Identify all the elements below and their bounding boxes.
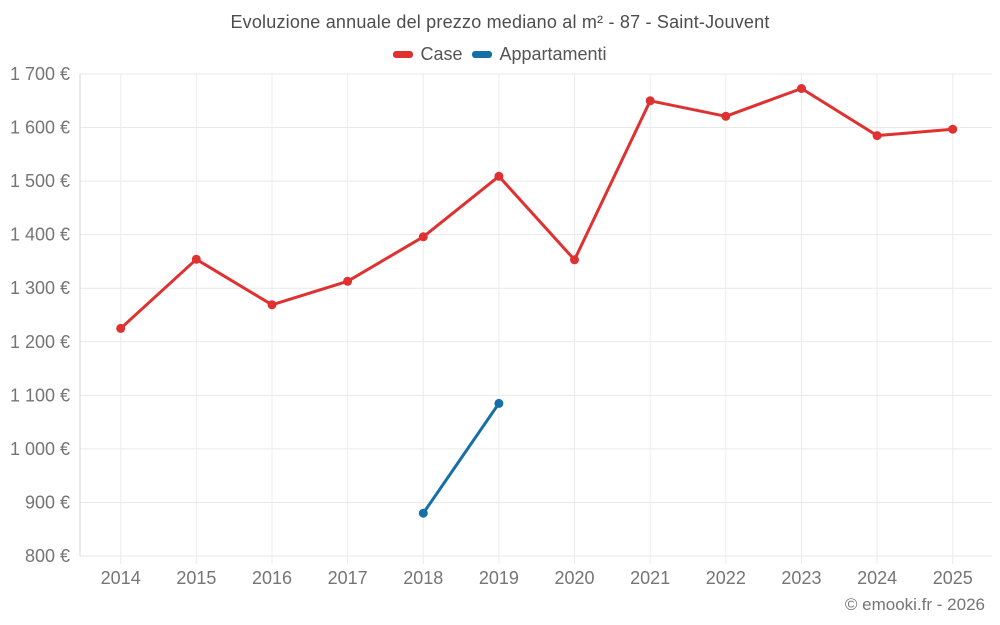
x-tick-label: 2024 [857,568,897,588]
x-tick-label: 2022 [706,568,746,588]
y-tick-label: 900 € [25,492,70,512]
data-point-appartamenti-2018[interactable] [418,508,428,518]
data-point-case-2019[interactable] [494,171,504,181]
data-point-case-2014[interactable] [116,323,126,333]
y-tick-label: 1 000 € [10,439,70,459]
data-point-case-2015[interactable] [191,254,201,264]
data-point-case-2023[interactable] [797,84,806,93]
y-tick-label: 1 700 € [10,64,70,84]
x-tick-label: 2018 [403,568,443,588]
x-tick-label: 2025 [933,568,973,588]
x-tick-label: 2017 [328,568,368,588]
x-tick-label: 2021 [630,568,670,588]
appartamenti-series-swatch-icon [472,51,493,58]
x-tick-label: 2020 [555,568,595,588]
data-point-case-2025[interactable] [948,124,958,134]
case-series-swatch-icon [393,51,414,58]
chart-legend: Case Appartamenti [0,44,1000,65]
x-tick-label: 2023 [781,568,821,588]
legend-label-case: Case [420,44,463,64]
y-tick-label: 800 € [25,546,70,566]
data-point-case-2016[interactable] [267,300,277,310]
series-line-case [119,87,955,330]
data-point-case-2017[interactable] [343,276,353,286]
legend-item-appartamenti[interactable]: Appartamenti [472,44,607,65]
data-point-case-2020[interactable] [570,255,579,265]
data-point-case-2018[interactable] [418,232,428,242]
y-tick-label: 1 300 € [10,278,70,298]
y-tick-label: 1 600 € [10,118,70,138]
x-tick-label: 2015 [176,568,216,588]
data-point-case-2022[interactable] [721,111,731,121]
legend-label-appartamenti: Appartamenti [499,44,607,64]
copyright-text: © emooki.fr - 2026 [844,595,985,614]
data-point-case-2024[interactable] [872,131,882,141]
y-tick-label: 1 400 € [10,225,70,245]
series-line-appartamenti [421,401,501,515]
y-tick-label: 1 100 € [10,385,70,405]
y-tick-label: 1 200 € [10,332,70,352]
x-tick-label: 2014 [101,568,141,588]
data-point-appartamenti-2019[interactable] [494,398,504,408]
x-tick-label: 2019 [479,568,519,588]
x-tick-label: 2016 [252,568,292,588]
data-point-case-2021[interactable] [645,96,655,106]
y-tick-label: 1 500 € [10,171,70,191]
legend-item-case[interactable]: Case [393,44,462,65]
chart-title: Evoluzione annuale del prezzo mediano al… [230,12,770,32]
